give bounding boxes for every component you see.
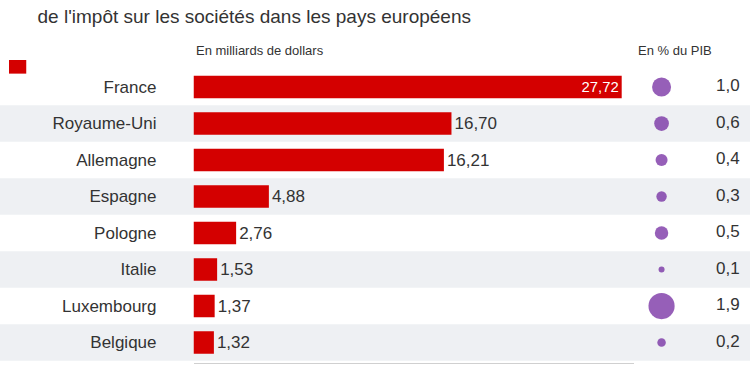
svg-text:1,37: 1,37 — [218, 297, 251, 316]
svg-text:En milliards de dollars: En milliards de dollars — [196, 43, 324, 58]
svg-text:Espagne: Espagne — [89, 187, 156, 206]
svg-text:Belgique: Belgique — [90, 333, 156, 352]
svg-text:0,5: 0,5 — [716, 222, 740, 241]
svg-text:Italie: Italie — [121, 260, 157, 279]
svg-text:0,3: 0,3 — [716, 186, 740, 205]
svg-text:0,2: 0,2 — [716, 332, 740, 351]
svg-text:France: France — [104, 78, 157, 97]
svg-text:4,88: 4,88 — [272, 187, 305, 206]
svg-text:0,4: 0,4 — [716, 149, 740, 168]
svg-text:Royaume-Uni: Royaume-Uni — [53, 114, 157, 133]
svg-text:de l'impôt sur les sociétés da: de l'impôt sur les sociétés dans les pay… — [38, 6, 471, 27]
svg-text:27,72: 27,72 — [581, 79, 618, 95]
svg-text:Luxembourg: Luxembourg — [62, 297, 157, 316]
svg-text:1,32: 1,32 — [217, 333, 250, 352]
svg-text:En % du PIB: En % du PIB — [638, 43, 712, 58]
svg-text:16,21: 16,21 — [447, 151, 490, 170]
svg-text:0,6: 0,6 — [716, 113, 740, 132]
svg-text:1,9: 1,9 — [716, 295, 740, 314]
svg-text:1,53: 1,53 — [220, 260, 253, 279]
svg-text:2,76: 2,76 — [239, 224, 272, 243]
svg-text:0,1: 0,1 — [716, 259, 740, 278]
svg-text:16,70: 16,70 — [454, 114, 497, 133]
svg-text:Pologne: Pologne — [94, 224, 156, 243]
svg-text:1,0: 1,0 — [716, 76, 740, 95]
svg-text:Allemagne: Allemagne — [76, 151, 156, 170]
